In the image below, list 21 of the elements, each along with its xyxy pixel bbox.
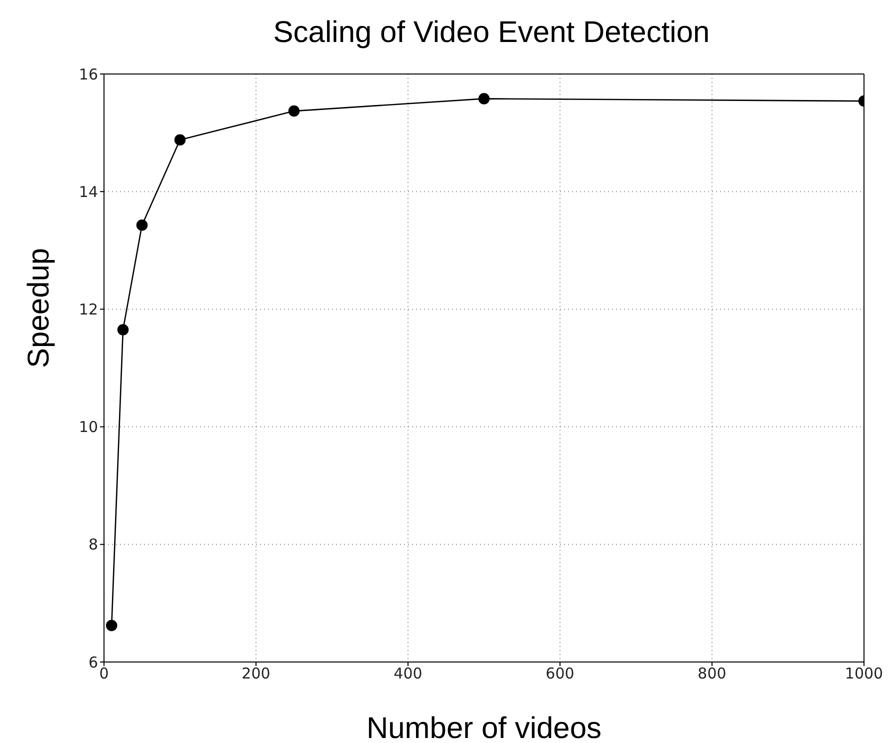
- x-tick-label: 200: [242, 664, 270, 683]
- point: [174, 134, 186, 146]
- chart-title: Scaling of Video Event Detection: [272, 15, 711, 51]
- point: [288, 105, 300, 117]
- point: [478, 93, 490, 104]
- y-tick-label: 16: [78, 65, 98, 84]
- x-tick-label: 400: [394, 664, 422, 683]
- point: [117, 324, 129, 336]
- point: [106, 620, 118, 632]
- x-tick-label: 800: [698, 664, 726, 683]
- y-axis-title: Speedup: [22, 248, 56, 368]
- y-tick-label: 8: [88, 536, 98, 554]
- x-tick-label: 600: [546, 664, 574, 683]
- x-axis-title: Number of videos: [366, 712, 602, 743]
- x-tick-label: 0: [99, 664, 109, 683]
- y-tick-label: 14: [78, 182, 98, 201]
- y-tick-label: 12: [78, 300, 98, 319]
- y-tick-label: 10: [78, 418, 98, 436]
- y-tick-label: 6: [88, 653, 98, 672]
- point: [136, 219, 148, 231]
- x-tick-label: 1000: [844, 664, 884, 683]
